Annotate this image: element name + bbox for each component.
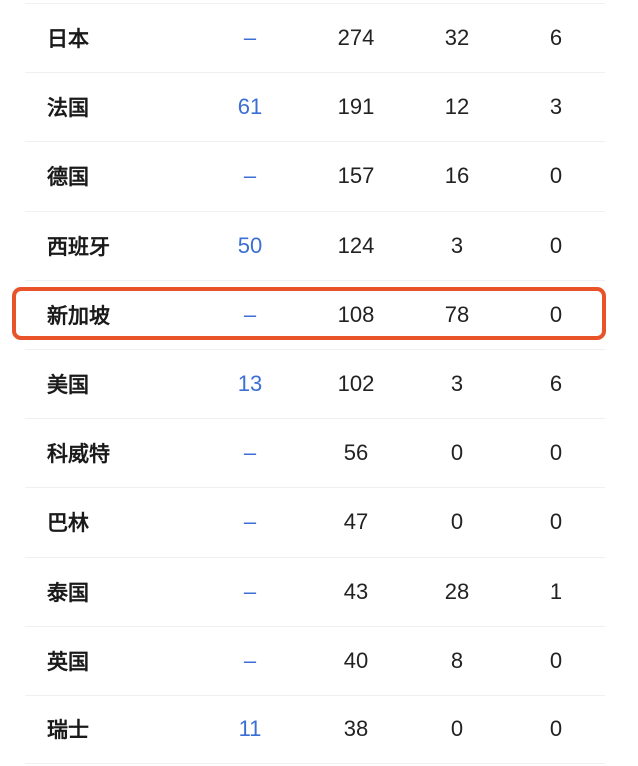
value-cell: 56 (343, 440, 369, 466)
value-cell: 3 (450, 371, 464, 397)
highlight-box (12, 287, 606, 340)
value-cell: 0 (549, 509, 563, 535)
rank-cell: – (243, 578, 257, 604)
value-cell: 12 (444, 94, 470, 120)
value-cell: 108 (337, 301, 375, 327)
value-cell: 191 (337, 94, 375, 120)
value-cell: 0 (450, 716, 464, 742)
table-row: 西班牙 50 124 3 0 (25, 210, 605, 280)
table-row: 科威特 – 56 0 0 (25, 418, 605, 487)
value-cell: 3 (450, 232, 464, 258)
value-cell: 0 (549, 647, 563, 673)
value-cell: 6 (549, 25, 563, 51)
value-cell: 102 (337, 371, 375, 397)
value-cell: 43 (343, 578, 369, 604)
rank-cell: – (243, 647, 257, 673)
country-name: 瑞士 (47, 718, 89, 743)
rank-cell: – (243, 509, 257, 535)
value-cell: 38 (343, 716, 369, 742)
rank-cell: – (243, 163, 257, 189)
value-cell: 0 (549, 163, 563, 189)
value-cell: 8 (450, 647, 464, 673)
country-name: 德国 (47, 165, 89, 190)
table-row: 新加坡 – 108 78 0 (25, 279, 605, 349)
rank-cell[interactable]: 13 (237, 371, 263, 397)
value-cell: 47 (343, 509, 369, 535)
country-name: 科威特 (47, 442, 110, 467)
value-cell: 0 (549, 301, 563, 327)
table-row: 美国 13 102 3 6 (25, 348, 605, 418)
table-row: 法国 61 191 12 3 (25, 72, 605, 141)
country-name: 泰国 (47, 580, 89, 605)
value-cell: 0 (549, 232, 563, 258)
table-row: 泰国 – 43 28 1 (25, 556, 605, 626)
table-row: 巴林 – 47 0 0 (25, 487, 605, 556)
value-cell: 0 (549, 440, 563, 466)
country-table: 日本 –274 32 6 法国 61 191 12 3 德国 –157 16 0 西班牙 50 124 3 0 新加… (25, 3, 605, 765)
value-cell: 16 (444, 163, 470, 189)
table-row: 瑞士 11 38 0 0 (25, 694, 605, 765)
value-cell: 3 (549, 94, 563, 120)
value-cell: 78 (444, 301, 470, 327)
table-row: 日本 – 274 32 6 (25, 3, 605, 72)
value-cell: 0 (549, 716, 563, 742)
value-cell: 124 (337, 232, 375, 258)
rank-cell[interactable]: 61 (237, 94, 263, 120)
country-name: 法国 (47, 96, 89, 121)
table-row: 英国 – 40 8 0 (25, 625, 605, 695)
country-name: 日本 (47, 27, 89, 52)
country-name: 英国 (47, 649, 89, 674)
value-cell: 32 (444, 25, 470, 51)
table-row: 德国 – 157 16 0 (25, 141, 605, 210)
value-cell: 40 (343, 647, 369, 673)
value-cell: 0 (450, 509, 464, 535)
country-name: 西班牙 (47, 234, 110, 259)
country-name: 美国 (47, 373, 89, 398)
rank-cell[interactable]: 50 (237, 232, 263, 258)
country-name: 巴林 (47, 511, 89, 536)
value-cell: 157 (337, 163, 375, 189)
rank-cell: – (243, 25, 257, 51)
rank-cell[interactable]: 11 (238, 716, 262, 742)
rank-cell: – (243, 301, 257, 327)
value-cell: 1 (549, 578, 563, 604)
value-cell: 274 (337, 25, 375, 51)
value-cell: 28 (444, 578, 470, 604)
country-name: 新加坡 (47, 303, 110, 328)
value-cell: 0 (450, 440, 464, 466)
rank-cell: – (243, 440, 257, 466)
value-cell: 6 (549, 371, 563, 397)
